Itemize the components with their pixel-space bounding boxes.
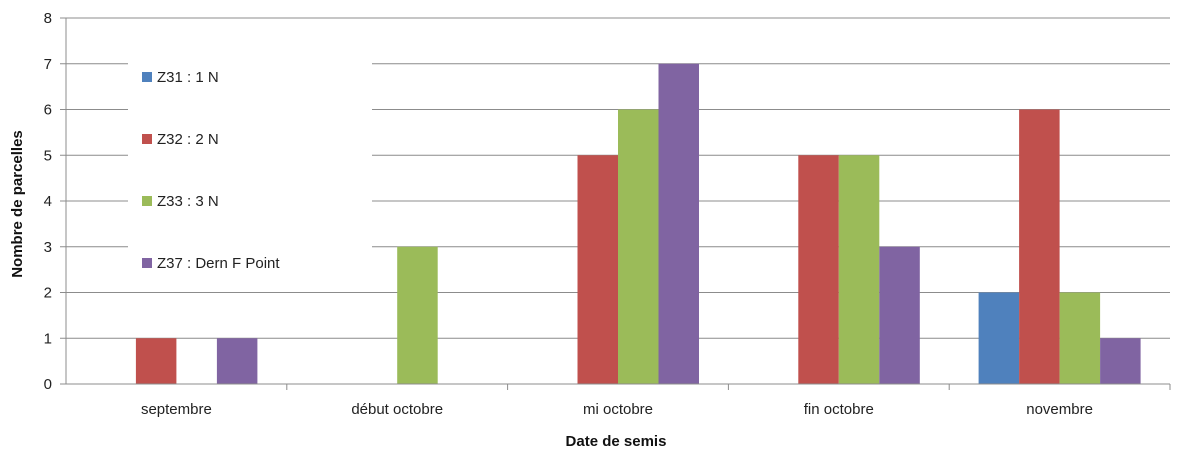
legend-label: Z37 : Dern F Point bbox=[157, 255, 280, 272]
y-tick-labels: 0 1 2 3 4 5 6 7 8 bbox=[44, 10, 52, 393]
bar bbox=[658, 63, 699, 384]
bar bbox=[978, 292, 1020, 384]
x-tick-label: début octobre bbox=[351, 401, 443, 418]
x-tick-labels: septembre début octobre mi octobre fin octo… bbox=[141, 401, 1093, 418]
legend-swatch bbox=[142, 258, 152, 268]
y-tick-label: 8 bbox=[44, 10, 52, 27]
y-tick-label: 3 bbox=[44, 239, 52, 256]
bar bbox=[838, 155, 880, 384]
x-tick-label: septembre bbox=[141, 401, 212, 418]
y-tick-label: 5 bbox=[44, 147, 52, 164]
legend-swatch bbox=[142, 134, 152, 144]
bar bbox=[798, 155, 839, 384]
x-tick-label: mi octobre bbox=[583, 401, 653, 418]
y-tick-label: 2 bbox=[44, 285, 52, 302]
y-tick-label: 6 bbox=[44, 102, 52, 119]
bar bbox=[135, 338, 177, 384]
axes bbox=[60, 17, 1171, 390]
bar bbox=[1059, 292, 1101, 384]
x-tick-label: fin octobre bbox=[804, 401, 874, 418]
legend-swatch bbox=[142, 72, 152, 82]
y-tick-label: 0 bbox=[44, 376, 52, 393]
bar bbox=[1019, 109, 1060, 384]
y-tick-label: 4 bbox=[44, 193, 52, 210]
x-tick-label: novembre bbox=[1026, 401, 1093, 418]
x-axis-title: Date de semis bbox=[566, 433, 667, 450]
legend-label: Z31 : 1 N bbox=[157, 69, 219, 86]
bar bbox=[397, 246, 438, 384]
bar bbox=[1100, 338, 1141, 384]
legend: Z31 : 1 N Z32 : 2 N Z33 : 3 N Z37 : Dern F … bbox=[128, 50, 372, 286]
y-tick-label: 7 bbox=[44, 56, 52, 73]
bar bbox=[577, 155, 618, 384]
legend-label: Z33 : 3 N bbox=[157, 193, 219, 210]
bar bbox=[216, 338, 258, 384]
legend-label: Z32 : 2 N bbox=[157, 131, 219, 148]
bars bbox=[135, 63, 1141, 384]
legend-swatch bbox=[142, 196, 152, 206]
legend-background bbox=[128, 50, 372, 286]
y-axis-title: Nombre de parcelles bbox=[9, 130, 26, 278]
bar bbox=[618, 109, 659, 384]
bar bbox=[879, 246, 920, 384]
y-tick-label: 1 bbox=[44, 330, 52, 347]
